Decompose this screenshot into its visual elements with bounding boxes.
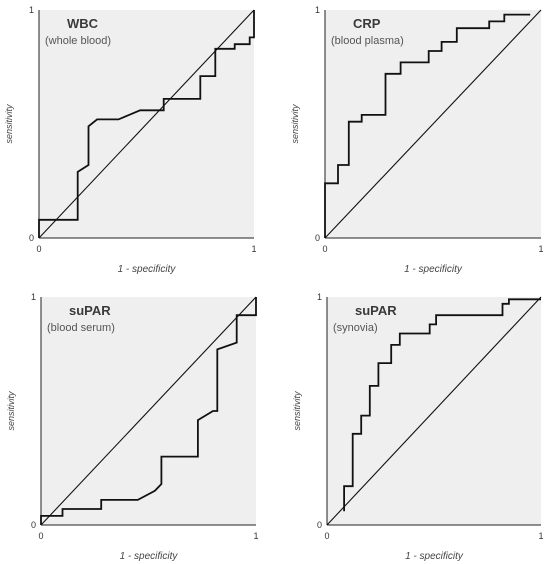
y-tick-label: 0: [29, 233, 34, 243]
y-tick-label: 1: [317, 292, 322, 302]
roc-panel-3: 0 1 0 1 1 - specificity sensitivity suPAR (bloo…: [6, 292, 259, 562]
panel-title: suPAR: [69, 303, 111, 318]
y-tick-label: 1: [31, 292, 36, 302]
y-tick-label: 0: [31, 520, 36, 530]
roc-panel-2: 0 1 0 1 1 - specificity sensitivity CRP (blood …: [290, 5, 544, 275]
roc-curve: [40, 297, 257, 525]
y-axis-label: sensitivity: [6, 391, 16, 431]
panel-title: CRP: [353, 16, 381, 31]
x-tick-label: 1: [251, 244, 256, 254]
y-axis-label: sensitivity: [292, 391, 302, 431]
y-axis-label: sensitivity: [290, 104, 300, 144]
roc-curve: [343, 298, 541, 512]
x-tick-label: 1: [538, 244, 543, 254]
y-tick-label: 1: [29, 5, 34, 15]
roc-panel-1: 0 1 0 1 1 - specificity sensitivity WBC (whole …: [4, 5, 257, 275]
panel-subtitle: (blood plasma): [331, 35, 404, 47]
reference-diagonal: [326, 296, 542, 526]
x-tick-label: 1: [253, 531, 258, 541]
y-tick-label: 0: [317, 520, 322, 530]
panel-subtitle: (synovia): [333, 322, 378, 334]
x-tick-label: 0: [38, 531, 43, 541]
x-axis-label: 1 - specificity: [118, 264, 177, 275]
panel-subtitle: (blood serum): [47, 322, 115, 334]
x-tick-label: 0: [324, 531, 329, 541]
roc-curve: [324, 13, 531, 238]
x-tick-label: 1: [538, 531, 543, 541]
y-tick-label: 0: [315, 233, 320, 243]
panel-title: suPAR: [355, 303, 397, 318]
roc-panel-4: 0 1 0 1 1 - specificity sensitivity suPAR (syno…: [292, 292, 544, 562]
x-axis-label: 1 - specificity: [404, 264, 463, 275]
panel-title: WBC: [67, 16, 99, 31]
panel-subtitle: (whole blood): [45, 35, 111, 47]
y-axis-label: sensitivity: [4, 104, 14, 144]
reference-diagonal: [38, 9, 255, 239]
reference-diagonal: [40, 296, 257, 526]
x-axis-label: 1 - specificity: [120, 551, 179, 562]
x-tick-label: 0: [36, 244, 41, 254]
roc-curve: [38, 10, 255, 238]
y-tick-label: 1: [315, 5, 320, 15]
x-tick-label: 0: [322, 244, 327, 254]
x-axis-label: 1 - specificity: [405, 551, 464, 562]
reference-diagonal: [324, 9, 542, 239]
